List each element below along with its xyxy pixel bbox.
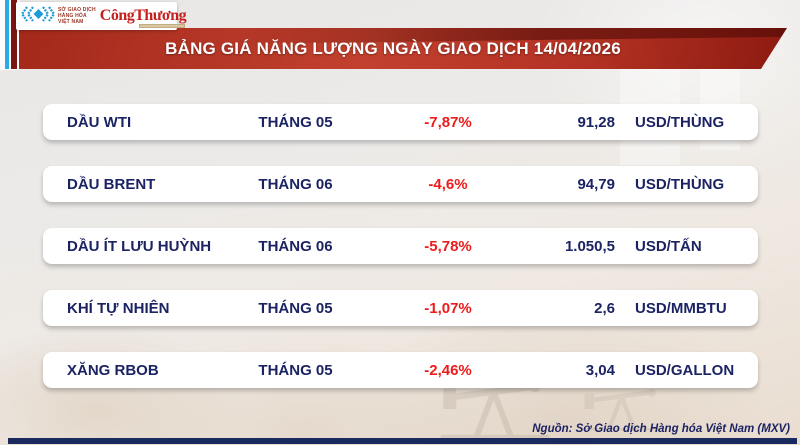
price-unit: USD/THÙNG xyxy=(635,175,725,193)
title-banner: BẢNG GIÁ NĂNG LƯỢNG NGÀY GIAO DỊCH 14/04… xyxy=(19,28,787,69)
contract-month: THÁNG 05 xyxy=(258,113,333,131)
commodity-name: DẦU ÍT LƯU HUỲNH xyxy=(67,237,212,255)
change-percent: -5,78% xyxy=(424,237,472,255)
price-unit: USD/MMBTU xyxy=(635,299,727,317)
maroon-accent-stripe xyxy=(11,0,17,69)
page-title: BẢNG GIÁ NĂNG LƯỢNG NGÀY GIAO DỊCH 14/04… xyxy=(165,38,621,58)
price-unit: USD/GALLON xyxy=(635,361,735,379)
commodity-name: DẦU WTI xyxy=(67,113,132,131)
price-value: 91,28 xyxy=(577,113,615,131)
mxv-name-line: HÀNG HÓA xyxy=(58,13,87,19)
contract-month: THÁNG 05 xyxy=(258,299,333,317)
commodity-name: DẦU BRENT xyxy=(67,175,156,193)
table-row: KHÍ TỰ NHIÊN THÁNG 05 -1,07% 2,6 USD/MMB… xyxy=(43,290,758,326)
change-percent: -2,46% xyxy=(424,361,472,379)
congthuong-banner-strip xyxy=(139,24,186,28)
change-percent: -1,07% xyxy=(424,299,472,317)
change-percent: -7,87% xyxy=(424,113,472,131)
contract-month: THÁNG 05 xyxy=(258,361,333,379)
price-value: 1.050,5 xyxy=(564,237,615,255)
price-value: 3,04 xyxy=(585,361,615,379)
cyan-accent-stripe xyxy=(5,0,9,69)
commodity-name: XĂNG RBOB xyxy=(67,361,159,379)
source-credit: Nguồn: Sở Giao dịch Hàng hóa Việt Nam (M… xyxy=(532,423,790,435)
mxv-logo-icon xyxy=(20,5,56,28)
price-unit: USD/TẤN xyxy=(635,237,702,255)
table-row: DẦU ÍT LƯU HUỲNH THÁNG 06 -5,78% 1.050,5… xyxy=(43,228,758,264)
pumpjack-silhouette-icon xyxy=(575,385,670,433)
table-row: DẦU BRENT THÁNG 06 -4,6% 94,79 USD/THÙNG xyxy=(43,166,758,202)
commodity-name: KHÍ TỰ NHIÊN xyxy=(67,299,170,317)
price-unit: USD/THÙNG xyxy=(635,113,725,131)
congthuong-wordmark-text: CôngThương xyxy=(99,7,187,24)
congthuong-logo: CôngThương xyxy=(99,7,187,28)
price-value: 94,79 xyxy=(577,175,615,193)
table-row: XĂNG RBOB THÁNG 05 -2,46% 3,04 USD/GALLO… xyxy=(43,352,758,388)
mxv-name-line: SỞ GIAO DỊCH xyxy=(58,7,96,13)
table-row: DẦU WTI THÁNG 05 -7,87% 91,28 USD/THÙNG xyxy=(43,104,758,140)
mxv-name: SỞ GIAO DỊCH HÀNG HÓA VIỆT NAM xyxy=(58,7,96,25)
mxv-name-line: VIỆT NAM xyxy=(58,19,84,25)
contract-month: THÁNG 06 xyxy=(258,175,333,193)
brand-logos: SỞ GIAO DỊCH HÀNG HÓA VIỆT NAM CôngThươn… xyxy=(16,2,187,30)
price-value: 2,6 xyxy=(594,299,615,317)
change-percent: -4,6% xyxy=(428,175,468,193)
footer-bar xyxy=(8,438,797,444)
contract-month: THÁNG 06 xyxy=(258,237,333,255)
